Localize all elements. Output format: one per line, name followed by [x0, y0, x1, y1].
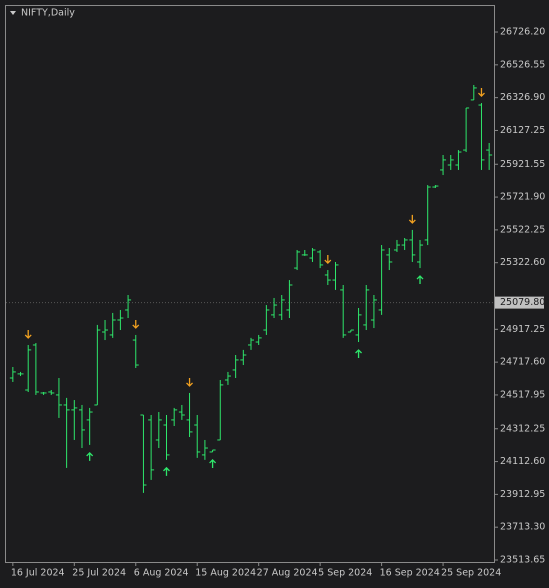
y-tick-label: 26526.55 [500, 59, 545, 70]
down-arrow [132, 319, 140, 329]
x-tick-label: 6 Aug 2024 [134, 568, 189, 579]
x-tick-label: 27 Aug 2024 [257, 568, 318, 579]
up-arrow [355, 349, 363, 359]
y-tick-label: 25721.90 [500, 192, 545, 203]
current-price-box [495, 296, 544, 309]
down-arrow [478, 88, 485, 97]
y-tick-label: 25522.25 [500, 224, 545, 235]
up-arrow [86, 451, 94, 461]
y-tick-label: 24717.60 [500, 357, 545, 368]
up-arrow [416, 275, 424, 285]
current-price-label: 25079.80 [500, 297, 545, 308]
down-arrow [324, 255, 332, 264]
x-tick-label: 5 Sep 2024 [318, 568, 372, 579]
down-arrow [24, 329, 32, 339]
y-tick-label: 23912.95 [500, 489, 545, 500]
down-arrow [408, 214, 416, 224]
chart-title: NIFTY,Daily [21, 8, 75, 19]
y-tick-label: 26326.90 [500, 92, 545, 103]
y-tick-label: 23713.30 [500, 522, 545, 533]
collapse-triangle[interactable] [10, 11, 16, 15]
y-tick-label: 25921.55 [500, 159, 545, 170]
up-arrow [163, 466, 170, 476]
y-tick-label: 26127.25 [500, 125, 545, 136]
down-arrow [186, 377, 193, 387]
x-tick-label: 25 Jul 2024 [72, 568, 126, 579]
x-tick-label: 25 Sep 2024 [441, 568, 501, 579]
plot-frame [5, 5, 495, 563]
up-arrow [209, 459, 217, 468]
y-tick-label: 24112.60 [500, 456, 545, 467]
x-tick-label: 15 Aug 2024 [195, 568, 256, 579]
y-tick-label: 24312.25 [500, 423, 545, 434]
y-tick-label: 24517.95 [500, 389, 545, 400]
y-tick-label: 23513.65 [500, 555, 545, 566]
x-tick-label: 16 Sep 2024 [380, 568, 440, 579]
y-tick-label: 24917.25 [500, 324, 545, 335]
y-tick-label: 26726.20 [500, 27, 545, 38]
y-tick-label: 25322.60 [500, 257, 545, 268]
x-tick-label: 16 Jul 2024 [11, 568, 65, 579]
